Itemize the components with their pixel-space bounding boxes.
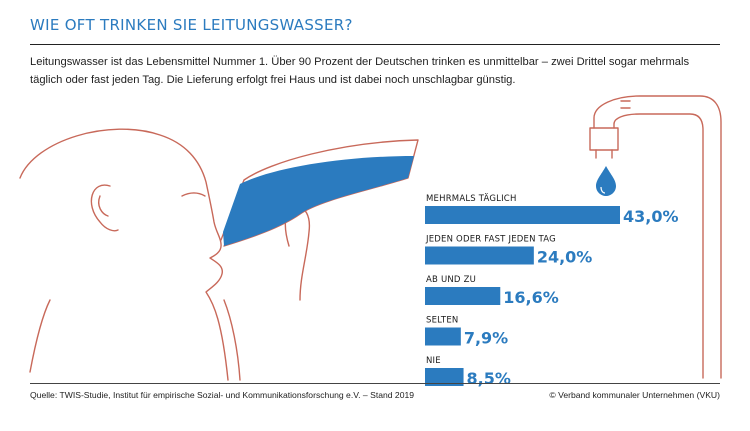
bar xyxy=(425,206,620,224)
bar-value-label: 24,0% xyxy=(537,248,593,267)
source-note: Quelle: TWIS-Studie, Institut für empiri… xyxy=(30,390,415,400)
water-tap-icon xyxy=(589,95,722,379)
bar-category-label: AB UND ZU xyxy=(426,275,476,285)
bar-category-label: NIE xyxy=(426,356,441,366)
bar-value-label: 43,0% xyxy=(623,207,679,226)
bar xyxy=(425,327,461,346)
water-in-glass xyxy=(223,156,414,246)
chart-title: WIE OFT TRINKEN SIE LEITUNGSWASSER? xyxy=(30,16,353,34)
bar xyxy=(425,368,464,386)
drop-highlight xyxy=(600,186,606,194)
bar-category-label: SELTEN xyxy=(426,316,458,326)
bar-category-label: MEHRMALS TÄGLICH xyxy=(426,193,517,204)
copyright-note: © Verband kommunaler Unternehmen (VKU) xyxy=(549,390,720,400)
water-drop-icon xyxy=(596,166,616,196)
bar-value-label: 16,6% xyxy=(503,288,559,307)
bar xyxy=(425,246,534,265)
bar-value-label: 8,5% xyxy=(467,369,511,388)
bottom-divider xyxy=(30,383,720,384)
bar xyxy=(425,287,501,305)
bar-value-label: 7,9% xyxy=(464,329,508,348)
bar-chart: MEHRMALS TÄGLICH 43,0% JEDEN ODER FAST JED… xyxy=(425,193,679,388)
bar-category-label: JEDEN ODER FAST JEDEN TAG xyxy=(425,235,556,245)
intro-text: Leitungswasser ist das Lebensmittel Numm… xyxy=(30,56,690,86)
top-divider xyxy=(30,44,720,45)
